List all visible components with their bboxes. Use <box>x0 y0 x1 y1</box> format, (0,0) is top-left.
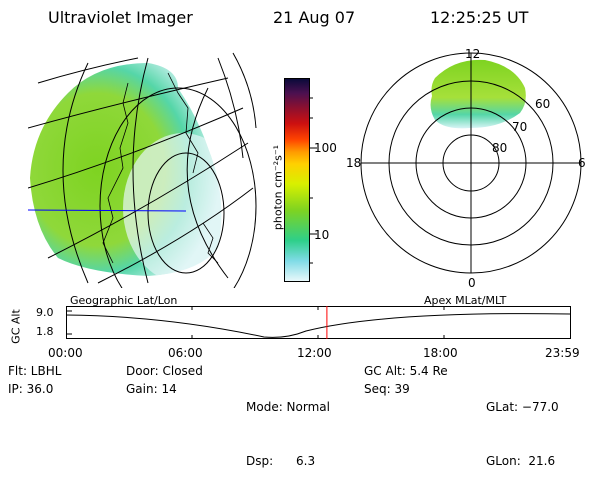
status-gc-alt: GC Alt: 5.4 Re <box>364 364 448 378</box>
status-col-alt: GC Alt: 5.4 Re Seq: 39 <box>364 362 448 398</box>
status-ip: IP: 36.0 <box>8 382 54 396</box>
polar-mlt-plot <box>360 52 582 274</box>
x-tick-12: 12:00 <box>297 346 332 360</box>
observation-date: 21 Aug 07 <box>273 8 356 27</box>
altitude-curve <box>66 313 571 338</box>
status-mode: Mode: Normal <box>246 400 330 414</box>
x-tick-00: 00:00 <box>48 346 83 360</box>
colorbar-unit-label: photon cm⁻²s⁻¹ <box>271 144 285 231</box>
mlat-label-80: 80 <box>492 141 508 155</box>
x-tick-2359: 23:59 <box>545 346 580 360</box>
observation-time: 12:25:25 UT <box>430 8 529 27</box>
mlt-label-0: 0 <box>468 276 476 290</box>
apex-coords-label: Apex MLat/MLT <box>424 294 507 307</box>
y-tick-1-8: 1.8 <box>36 325 54 338</box>
polar-grid <box>360 52 582 274</box>
intensity-colorbar <box>284 78 310 282</box>
status-gain: Gain: 14 <box>126 382 177 396</box>
mlt-label-6: 6 <box>578 156 586 170</box>
y-tick-9: 9.0 <box>36 306 54 319</box>
status-col-filter: Flt: LBHL IP: 36.0 <box>8 362 61 398</box>
auroral-oval-region <box>430 59 526 129</box>
mlt-label-18: 18 <box>346 156 362 170</box>
status-col-door: Door: Closed Gain: 14 <box>126 362 203 398</box>
status-glat: GLat: −77.0 <box>486 400 559 414</box>
altitude-timeline <box>66 306 571 339</box>
coastline <box>102 72 219 264</box>
status-filter: Flt: LBHL <box>8 364 62 378</box>
status-col-mode: Mode: Normal Dsp: 6.3 <box>246 362 330 488</box>
geographic-image <box>28 52 257 288</box>
mlat-label-70: 70 <box>512 120 528 134</box>
meridian-line <box>28 209 187 212</box>
x-tick-18: 18:00 <box>423 346 458 360</box>
colorbar-tick-10: 10 <box>314 228 330 242</box>
mlat-label-60: 60 <box>535 97 551 111</box>
gc-alt-axis-label: GC Alt <box>9 309 23 344</box>
mlt-label-12: 12 <box>465 47 481 61</box>
colorbar-tick-100: 100 <box>314 141 337 155</box>
geo-coords-label: Geographic Lat/Lon <box>70 294 178 307</box>
instrument-title: Ultraviolet Imager <box>48 8 193 27</box>
lat-lon-grid <box>28 52 257 288</box>
colorbar-ticks <box>309 97 317 264</box>
status-seq: Seq: 39 <box>364 382 410 396</box>
status-dsp: Dsp: 6.3 <box>246 454 316 468</box>
status-door: Door: Closed <box>126 364 203 378</box>
status-glon: GLon: 21.6 <box>486 454 556 468</box>
status-col-geo: GLat: −77.0 GLon: 21.6 <box>486 362 559 488</box>
x-tick-06: 06:00 <box>168 346 203 360</box>
